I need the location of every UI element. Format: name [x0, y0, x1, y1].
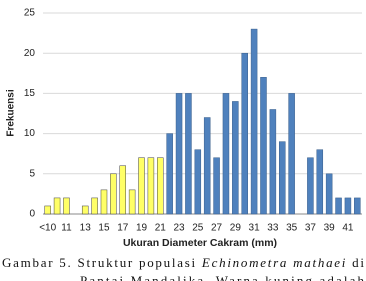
bar	[325, 173, 333, 215]
bar	[213, 157, 220, 215]
caption-text: Gambar 5. Struktur populasi	[2, 255, 200, 270]
bar	[53, 197, 61, 215]
y-tick-label: 15	[24, 88, 36, 99]
x-tick-label: 27	[211, 223, 223, 234]
bar	[250, 28, 258, 215]
bar	[344, 197, 352, 215]
x-tick-label: 41	[342, 223, 354, 234]
bar	[278, 141, 286, 215]
bar	[335, 197, 342, 215]
caption-line: Pantai Mandalika. Warna kuning adalah	[80, 273, 364, 281]
x-tick-label: 23	[173, 223, 185, 234]
x-tick-label: 31	[249, 223, 261, 234]
y-axis-label: Frekuensi	[6, 89, 17, 136]
bar	[269, 109, 277, 215]
x-tick-label: 37	[305, 223, 317, 234]
x-tick-label: 21	[155, 223, 167, 234]
bar	[260, 77, 267, 215]
bar	[110, 173, 117, 215]
bar	[91, 197, 98, 215]
y-tick-label: 5	[29, 168, 35, 179]
x-tick-label: 33	[267, 223, 279, 234]
y-tick-label: 10	[24, 128, 36, 139]
x-tick-label: 29	[230, 223, 242, 234]
x-tick-label: 15	[98, 223, 110, 234]
caption-text: di	[347, 255, 364, 270]
y-tick-label: 20	[24, 48, 36, 59]
caption-text: Echinometra mathaei	[201, 255, 346, 270]
bar	[44, 205, 51, 215]
bar	[288, 93, 295, 215]
y-tick-label: 25	[24, 8, 36, 19]
bar	[128, 189, 136, 215]
x-tick-label: 35	[286, 223, 298, 234]
bar	[81, 205, 89, 215]
bar	[203, 117, 211, 215]
bar	[157, 157, 164, 215]
x-axis-label: Ukuran Diameter Cakram (mm)	[123, 237, 277, 249]
y-tick-label: 0	[29, 209, 35, 220]
caption-line: Gambar 5. Struktur populasi Echinometra …	[2, 255, 364, 270]
bar	[138, 157, 145, 215]
bar	[232, 101, 239, 215]
bar	[241, 52, 248, 215]
x-tick-label: 13	[80, 223, 92, 234]
x-tick-label: 39	[324, 223, 336, 234]
bar	[166, 133, 173, 215]
bar	[100, 189, 108, 215]
bar	[316, 149, 324, 215]
x-tick-label: 11	[61, 223, 72, 234]
x-tick-label: 25	[192, 223, 204, 234]
x-tick-label: <10	[39, 223, 56, 234]
bar	[147, 157, 155, 215]
bar	[222, 93, 230, 215]
bar	[307, 157, 314, 215]
x-tick-label: 19	[136, 223, 148, 234]
bar	[175, 93, 183, 215]
bar	[194, 149, 202, 215]
bar	[354, 197, 361, 215]
bar	[119, 165, 127, 215]
x-tick-label: 17	[117, 223, 129, 234]
bar	[185, 93, 192, 215]
bar	[63, 197, 70, 215]
